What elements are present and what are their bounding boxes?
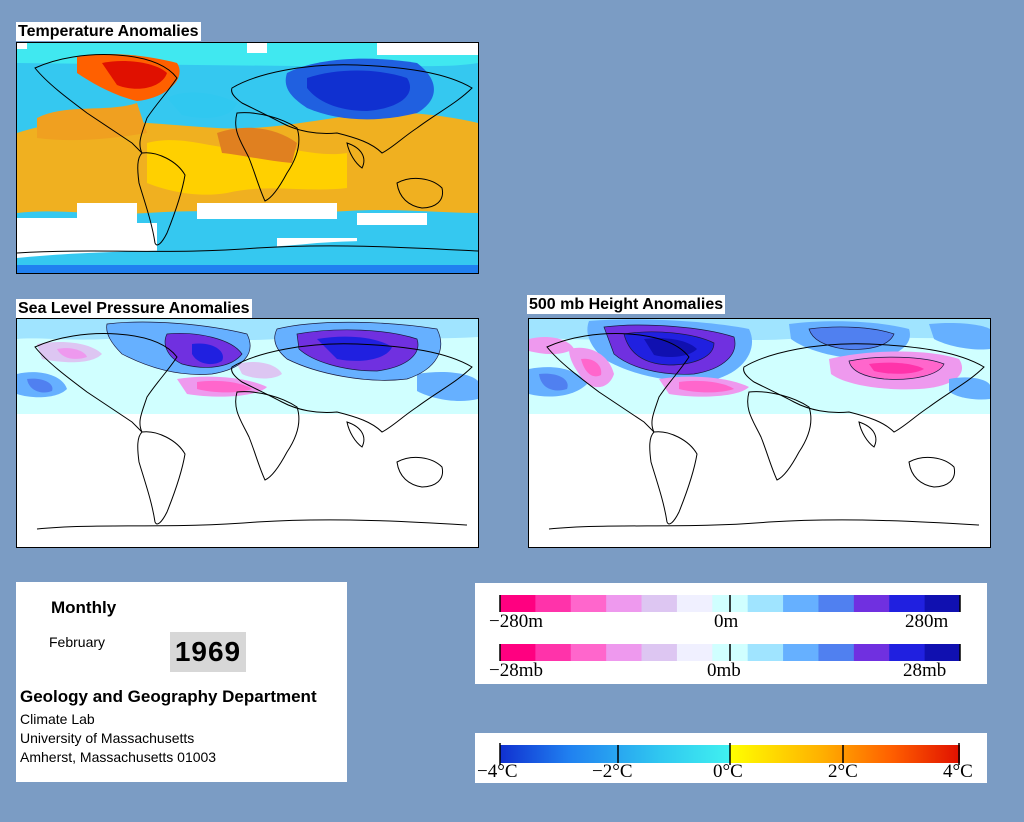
month-label: February	[49, 634, 106, 650]
scale-swatch	[641, 644, 678, 661]
pressure-scale-min-label: −28mb	[489, 660, 543, 681]
scale-swatch	[570, 644, 607, 661]
height-scale-min-label: −280m	[489, 611, 543, 632]
scale-swatch	[818, 644, 855, 661]
scale-swatch	[535, 644, 572, 661]
university-label: University of Massachusetts	[20, 730, 195, 746]
height500-anomaly-map	[528, 318, 991, 548]
scale-swatch	[783, 595, 819, 612]
scale-swatch	[924, 644, 961, 661]
height-scale-max-label: 280m	[905, 611, 949, 632]
pressure-scale-max-label: 28mb	[903, 660, 947, 681]
temperature-map-title: Temperature Anomalies	[16, 22, 201, 41]
scale-swatch	[924, 595, 961, 612]
height-scale-mid-label: 0m	[714, 611, 739, 632]
temp-scale-label-4: 4°C	[943, 761, 973, 782]
scale-swatch	[676, 595, 713, 612]
frequency-label: Monthly	[51, 598, 117, 617]
scale-swatch	[606, 644, 643, 661]
scale-swatch	[500, 644, 536, 661]
slp-anomaly-map	[16, 318, 479, 548]
temp-scale-label-2: 2°C	[828, 761, 858, 782]
info-panel: Monthly February Geology and Geography D…	[16, 582, 347, 782]
scale-swatch	[783, 644, 819, 661]
temp-scale-label-minus4: −4°C	[477, 761, 518, 782]
scale-swatch	[747, 644, 784, 661]
height-pressure-scale-panel: −280m 0m 280m −28mb 0mb 28mb	[475, 583, 987, 684]
scale-swatch	[641, 595, 678, 612]
height500-map-title: 500 mb Height Anomalies	[527, 295, 726, 314]
department-label: Geology and Geography Department	[20, 687, 317, 706]
scale-swatch	[853, 595, 890, 612]
address-label: Amherst, Massachusetts 01003	[20, 749, 217, 765]
scale-swatch	[570, 595, 607, 612]
scale-swatch	[535, 595, 572, 612]
scale-swatch	[606, 595, 643, 612]
scale-swatch	[853, 644, 890, 661]
scale-swatch	[676, 644, 713, 661]
lab-label: Climate Lab	[20, 711, 95, 727]
temperature-scale-panel: −4°C −2°C 0°C 2°C 4°C	[475, 733, 987, 783]
height-scale-bar	[499, 595, 961, 661]
pressure-scale-mid-label: 0mb	[707, 660, 741, 681]
temperature-scale-bar	[499, 743, 960, 765]
scale-swatch	[889, 644, 926, 661]
scale-swatch	[500, 595, 536, 612]
scale-swatch	[747, 595, 784, 612]
temp-scale-label-minus2: −2°C	[592, 761, 633, 782]
temperature-anomaly-map	[16, 42, 479, 274]
scale-swatch	[818, 595, 855, 612]
year-display: 1969	[170, 632, 246, 672]
scale-swatch	[889, 595, 926, 612]
temp-scale-label-zero: 0°C	[713, 761, 743, 782]
slp-map-title: Sea Level Pressure Anomalies	[16, 299, 252, 318]
